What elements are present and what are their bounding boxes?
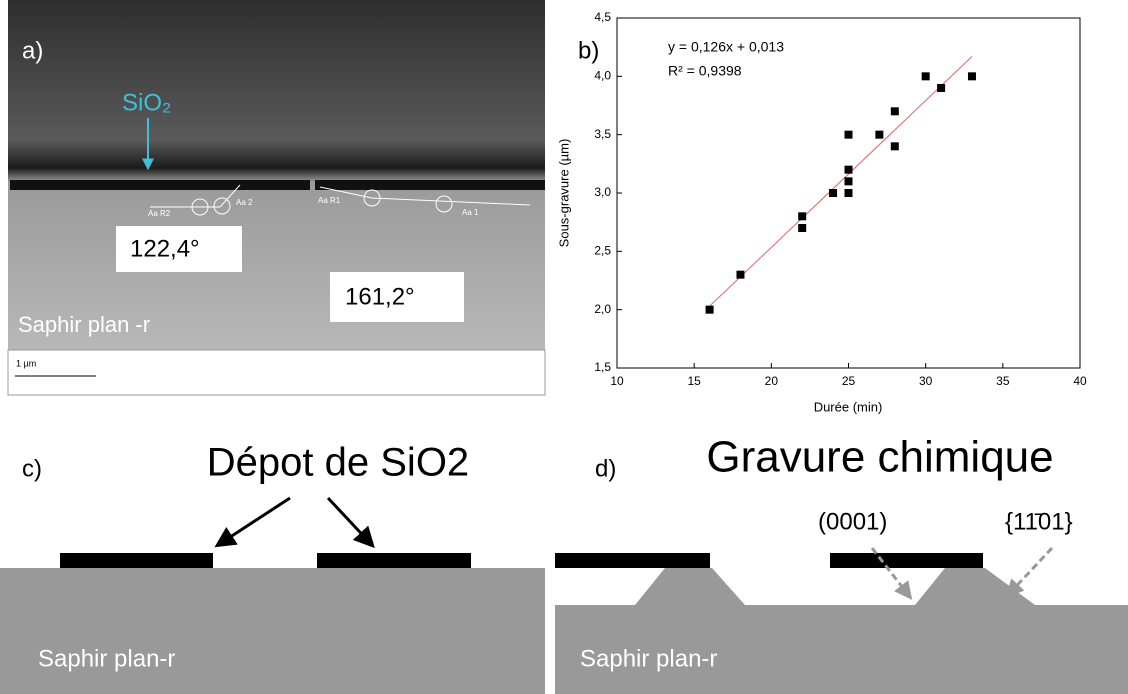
x-tick-label: 35 — [996, 374, 1010, 388]
point — [890, 142, 899, 151]
substrate-label: Saphir plan-r — [580, 645, 717, 672]
panel-label: d) — [595, 455, 616, 482]
x-tick-label: 20 — [765, 374, 779, 388]
trace — [150, 184, 241, 208]
info-bar — [7, 349, 546, 396]
sio2-layer — [315, 180, 545, 190]
point — [844, 177, 853, 186]
angle-label: 122,4° — [130, 235, 200, 262]
etched-substrate — [555, 568, 1128, 694]
marker — [191, 198, 209, 216]
x-tick-label: 15 — [687, 374, 701, 388]
sio2-layer — [10, 180, 310, 190]
marker-label: Aa R2 — [148, 209, 171, 218]
point — [705, 305, 714, 314]
x-tick-label: 30 — [919, 374, 933, 388]
x-tick-label: 40 — [1073, 374, 1087, 388]
mask — [317, 553, 471, 568]
point — [875, 130, 884, 139]
substrate-label: Saphir plan -r — [18, 312, 150, 337]
point — [736, 270, 745, 279]
annotation: R² = 0,9398 — [668, 63, 742, 79]
substrate — [0, 568, 545, 694]
marker-label: Aa 1 — [462, 208, 479, 217]
point — [844, 130, 853, 139]
arrow — [1005, 546, 1054, 598]
trace — [319, 186, 531, 206]
annotation: y = 0,126x + 0,013 — [668, 39, 784, 55]
fit-line — [709, 56, 973, 307]
plane-label: {11̄01} — [1005, 508, 1073, 535]
scale-label: 1 µm — [16, 358, 36, 368]
mask — [60, 553, 213, 568]
point — [798, 224, 807, 232]
panel-title: Gravure chimique — [706, 433, 1053, 482]
marker — [435, 195, 453, 213]
marker — [213, 197, 231, 215]
point — [844, 165, 853, 174]
y-tick-label: 1,5 — [594, 360, 611, 374]
marker-label: Aa 2 — [236, 198, 253, 207]
x-axis-title: Durée (min) — [814, 399, 883, 414]
point — [798, 212, 807, 221]
y-tick-label: 3,5 — [594, 127, 611, 141]
point — [967, 72, 976, 81]
angle-label: 161,2° — [345, 283, 415, 310]
arrow — [214, 496, 291, 548]
label-box — [116, 226, 242, 272]
point — [890, 107, 899, 116]
plane-label: (0001) — [818, 508, 887, 535]
point — [937, 84, 946, 92]
substrate-label: Saphir plan-r — [38, 645, 175, 672]
y-tick-label: 2,0 — [594, 302, 611, 316]
y-tick-label: 3,0 — [594, 185, 611, 199]
y-tick-label: 4,5 — [594, 10, 611, 24]
panel-label: b) — [578, 37, 599, 64]
mask — [555, 553, 710, 568]
point — [829, 189, 838, 197]
marker — [363, 189, 381, 207]
marker-label: Aa R1 — [318, 196, 341, 205]
mask — [830, 553, 983, 568]
y-tick-label: 4,0 — [594, 69, 611, 83]
point — [921, 72, 930, 81]
y-tick-label: 2,5 — [594, 244, 611, 258]
point — [844, 189, 853, 197]
layer-label: SiO₂ — [122, 89, 171, 116]
panel-title: Dépot de SiO2 — [207, 441, 469, 485]
x-tick-label: 10 — [610, 374, 624, 388]
label-box — [330, 272, 464, 322]
x-tick-label: 25 — [842, 374, 856, 388]
panel-label: a) — [22, 37, 43, 64]
panel-label: c) — [22, 455, 42, 482]
y-axis-title: Sous-gravure (µm) — [556, 139, 571, 248]
arrow — [326, 496, 375, 549]
sem-image — [8, 0, 545, 350]
